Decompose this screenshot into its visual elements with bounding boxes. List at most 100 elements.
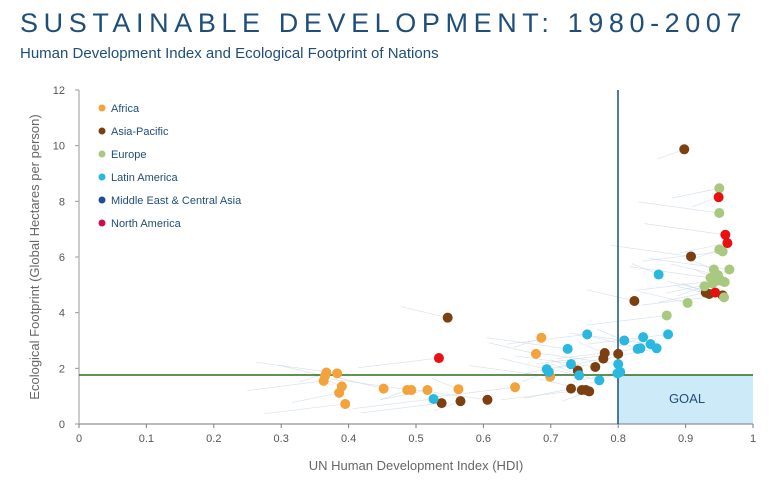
legend-marker (98, 127, 106, 135)
legend: Africa Asia-Pacific Europe Latin America Mid… (98, 103, 242, 230)
data-point-africa (536, 332, 547, 343)
legend-label: North America (111, 218, 182, 230)
data-point-europe (661, 310, 672, 321)
y-tick-label: 12 (53, 85, 65, 97)
y-ticks: 0 2 4 6 8 10 12 (53, 85, 79, 431)
data-point-latin-america (562, 343, 573, 354)
trajectory-lines (247, 148, 730, 415)
trajectory-line (499, 357, 547, 370)
data-point-africa (422, 385, 433, 396)
data-points (318, 144, 735, 409)
data-point-latin-america (663, 329, 674, 340)
trajectory-line (658, 292, 706, 303)
trajectory-line (380, 389, 428, 401)
trajectory-line (247, 380, 324, 391)
data-point-north-america (433, 353, 444, 364)
data-point-asia-pacific (613, 348, 624, 359)
data-point-asia-pacific (482, 394, 493, 405)
data-point-europe (717, 246, 728, 257)
data-point-latin-america (638, 332, 649, 343)
data-point-latin-america (574, 370, 585, 381)
data-point-europe (682, 297, 693, 308)
data-point-asia-pacific (679, 144, 690, 155)
legend-marker (98, 173, 106, 181)
data-point-latin-america (615, 366, 626, 377)
legend-label: Asia-Pacific (111, 126, 169, 138)
y-tick-label: 4 (59, 308, 65, 320)
legend-label: Middle East & Central Asia (111, 195, 242, 207)
data-point-europe (719, 292, 730, 303)
data-point-africa (406, 385, 417, 396)
trajectory-line (556, 348, 638, 359)
data-point-africa (453, 384, 464, 395)
trajectory-line (593, 336, 641, 349)
x-tick-label: 0.2 (206, 433, 221, 445)
trajectory-line (638, 201, 720, 214)
x-ticks: 0 0.1 0.2 0.3 0.4 0.5 0.6 0.7 0.8 0.9 1 (76, 424, 756, 445)
data-point-latin-america (428, 393, 439, 404)
data-point-latin-america (653, 269, 664, 280)
legend-marker (98, 219, 106, 227)
data-point-asia-pacific (566, 383, 577, 394)
data-point-asia-pacific (629, 295, 640, 306)
data-point-africa (340, 398, 351, 409)
data-point-africa (378, 383, 389, 394)
data-point-latin-america (635, 343, 646, 354)
x-tick-label: 0 (76, 433, 82, 445)
trajectory-line (585, 315, 667, 326)
data-point-africa (321, 367, 332, 378)
trajectory-line (644, 223, 726, 236)
y-tick-label: 10 (53, 141, 65, 153)
x-tick-label: 0.6 (476, 433, 491, 445)
trajectory-line (641, 251, 723, 262)
y-axis-label: Ecological Footprint (Global Hectares pe… (27, 114, 42, 399)
data-point-africa (332, 368, 343, 379)
data-point-latin-america (582, 329, 593, 340)
x-tick-label: 0.8 (611, 433, 626, 445)
data-point-asia-pacific (685, 251, 696, 262)
trajectory-line (360, 402, 442, 414)
data-point-europe (724, 264, 735, 275)
trajectory-line (640, 291, 688, 304)
x-tick-label: 0.5 (408, 433, 423, 445)
trajectory-line (406, 388, 488, 401)
x-tick-label: 1 (750, 433, 756, 445)
trajectory-line (434, 386, 516, 398)
x-tick-label: 0.7 (543, 433, 558, 445)
x-axis-label: UN Human Development Index (HDI) (309, 458, 524, 473)
trajectory-line (523, 388, 572, 399)
data-point-europe (714, 208, 725, 219)
data-point-latin-america (594, 375, 605, 386)
legend-label: Africa (111, 103, 140, 115)
trajectory-line (486, 337, 568, 350)
trajectory-line (291, 392, 340, 403)
data-point-asia-pacific (436, 398, 447, 409)
y-tick-label: 6 (59, 252, 65, 264)
legend-label: Europe (111, 149, 146, 161)
data-point-latin-america (543, 366, 554, 377)
x-tick-label: 0.3 (274, 433, 289, 445)
trajectory-line (629, 266, 711, 279)
trajectory-line (556, 358, 604, 369)
data-point-africa (510, 382, 521, 393)
data-point-africa (336, 381, 347, 392)
trajectory-line (264, 403, 346, 415)
legend-marker (98, 104, 106, 112)
trajectory-line (610, 244, 692, 257)
data-point-europe (719, 277, 730, 288)
x-tick-label: 0.1 (139, 433, 154, 445)
data-point-europe (714, 183, 725, 194)
goal-region (618, 375, 753, 424)
data-point-north-america (713, 192, 724, 203)
y-tick-label: 8 (59, 196, 65, 208)
legend-marker (98, 150, 106, 158)
data-point-north-america (710, 287, 721, 298)
data-point-asia-pacific (442, 312, 453, 323)
y-tick-label: 2 (59, 363, 65, 375)
trajectory-line (506, 334, 588, 345)
data-point-asia-pacific (590, 361, 601, 372)
data-point-asia-pacific (584, 386, 595, 397)
data-point-north-america (722, 238, 733, 249)
x-tick-label: 0.9 (678, 433, 693, 445)
chart-title: SUSTAINABLE DEVELOPMENT: 1980-2007 (20, 8, 748, 38)
